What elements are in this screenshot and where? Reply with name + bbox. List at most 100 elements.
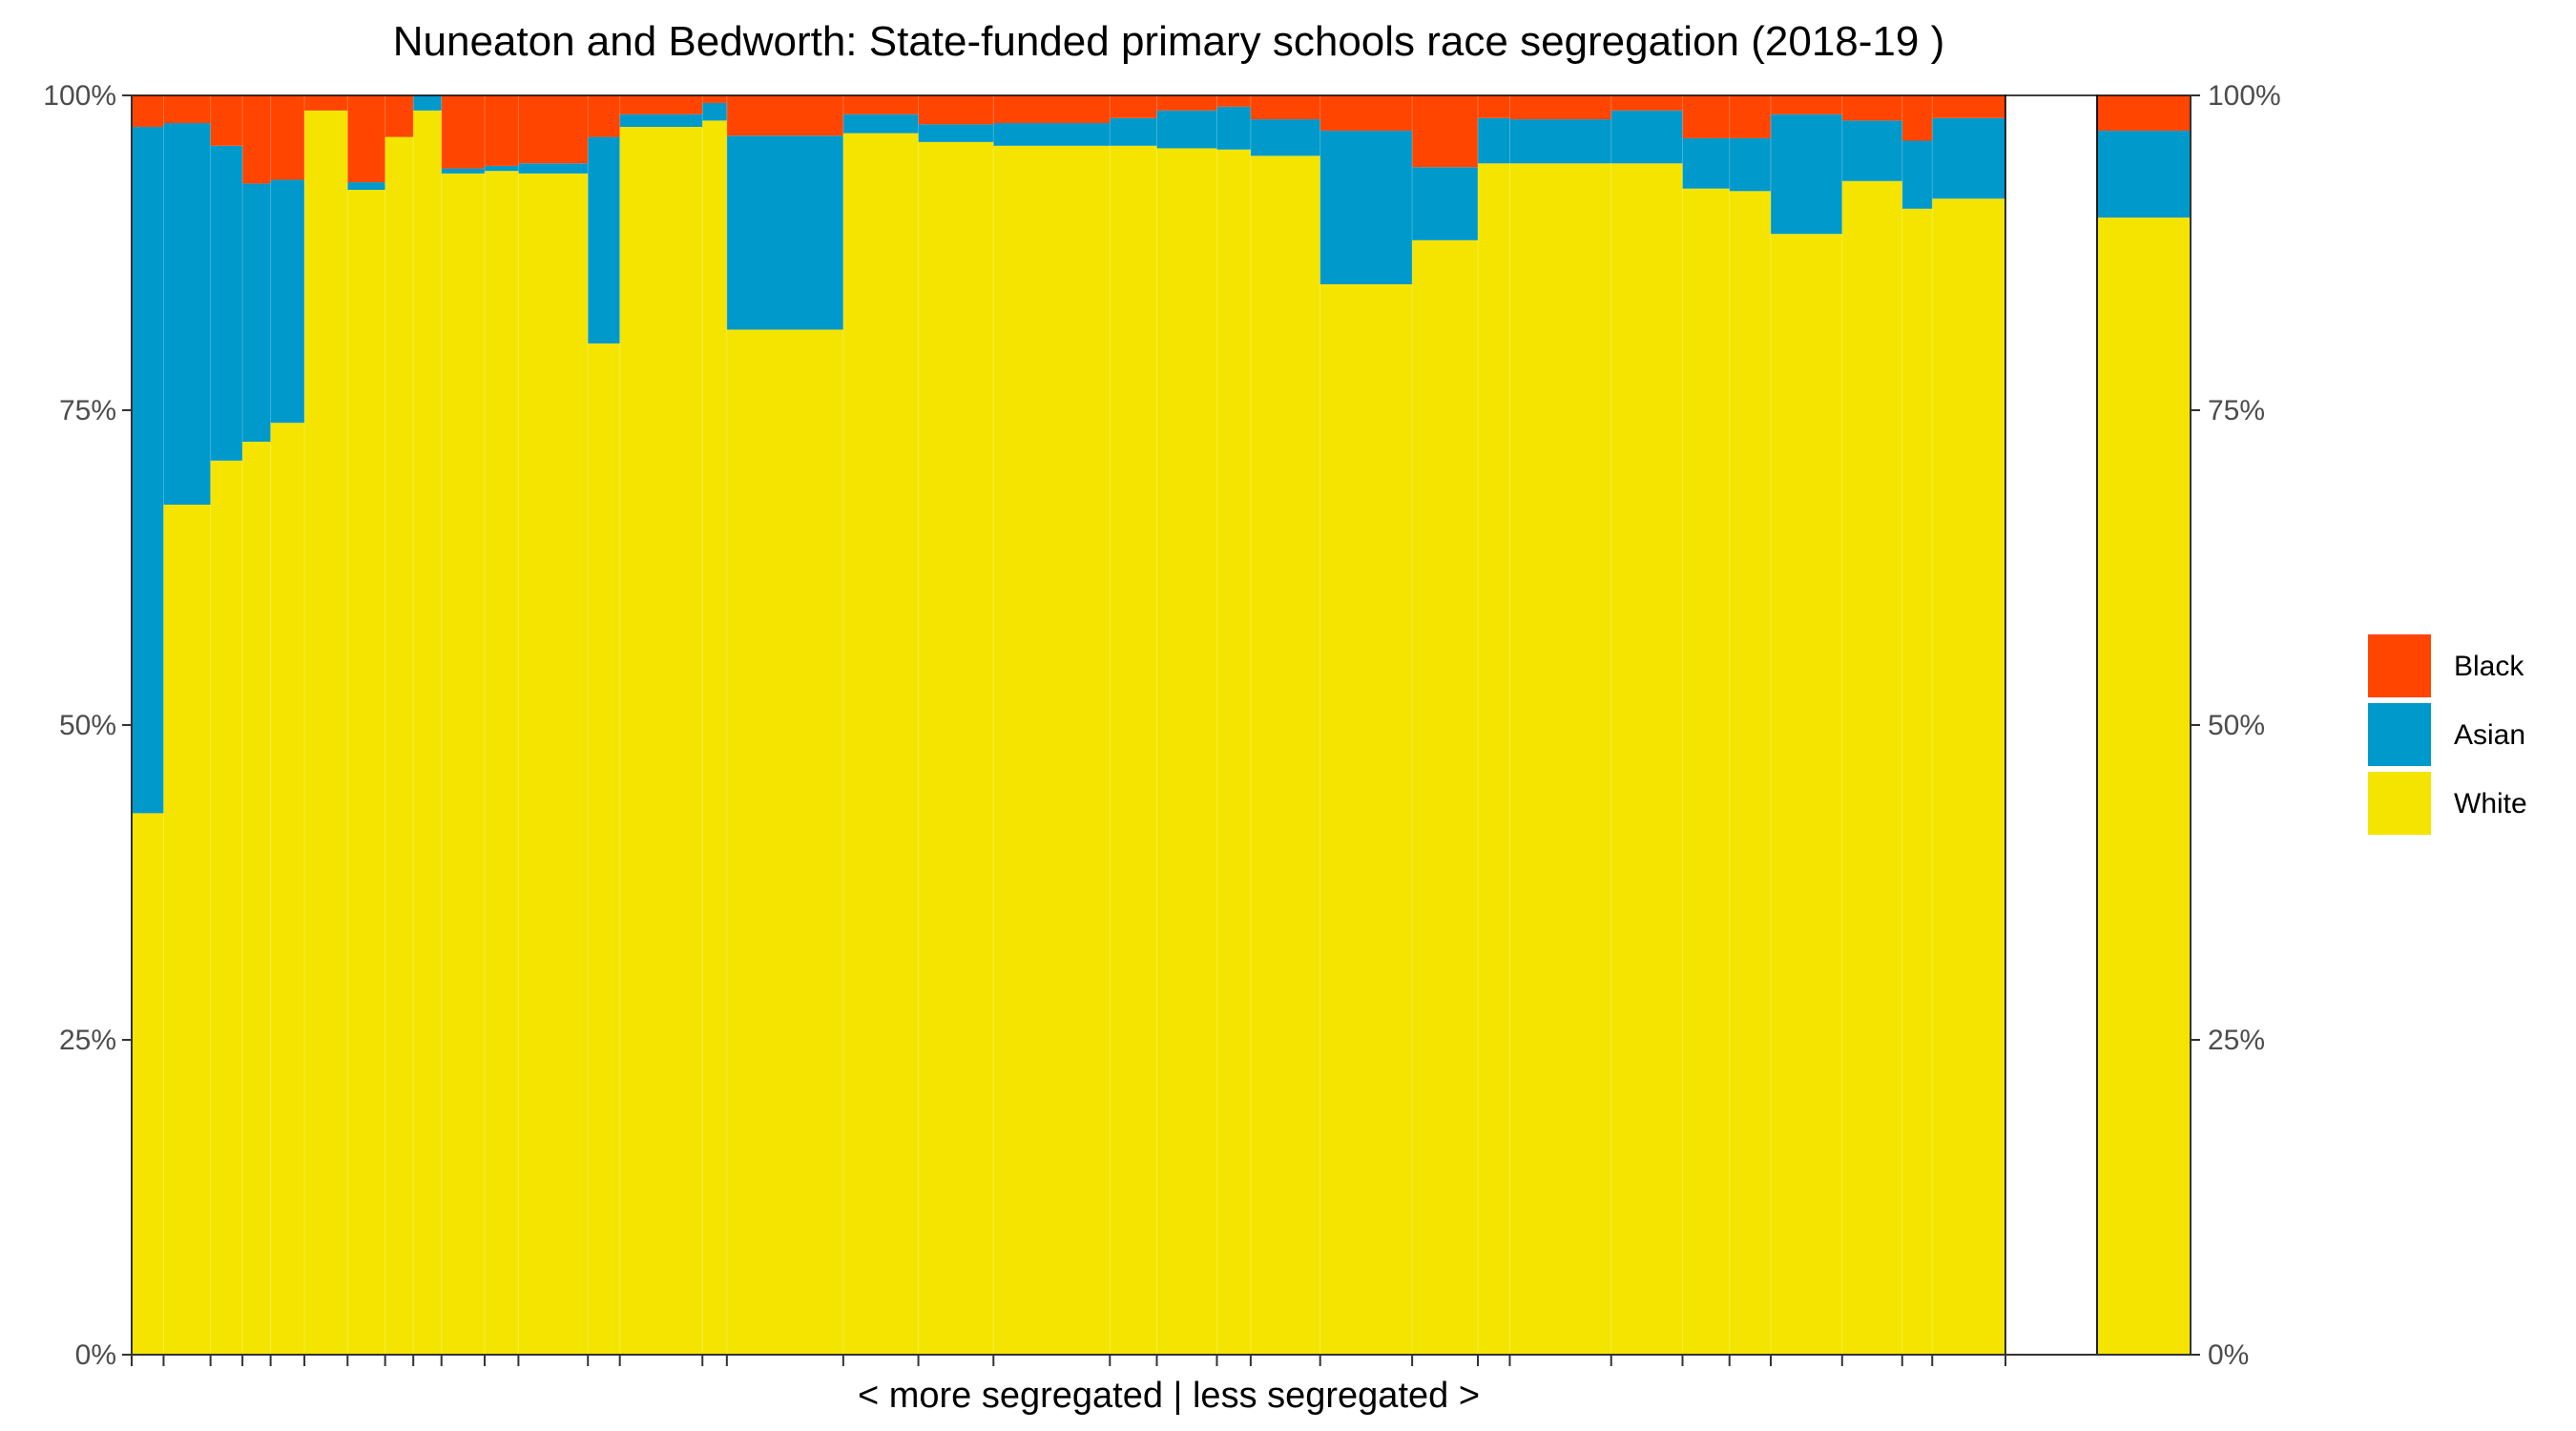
- y-tick-label-left: 100%: [43, 80, 116, 112]
- bar-school-23-asian: [1250, 119, 1321, 156]
- legend-key-black: [2368, 634, 2431, 697]
- bar-school-26-black: [1478, 95, 1511, 118]
- bar-school-18-white: [918, 141, 994, 1356]
- y-tick-label-left: 50%: [59, 710, 116, 741]
- y-tick-label-left: 75%: [59, 395, 116, 426]
- bar-school-20-black: [1110, 95, 1158, 118]
- bar-school-28-black: [1610, 95, 1684, 111]
- bar-school-32-asian: [1841, 120, 1903, 181]
- bars-layer: [132, 95, 2191, 1356]
- bar-school-33-white: [1901, 208, 1933, 1355]
- bar-school-21-white: [1156, 148, 1218, 1356]
- bar-school-4-black: [242, 95, 272, 184]
- bar-school-33-asian: [1901, 140, 1933, 209]
- bar-school-28-asian: [1610, 110, 1684, 164]
- bar-school-4-white: [242, 442, 272, 1355]
- bar-school-10-white: [441, 173, 486, 1356]
- bar-school-11-white: [484, 171, 519, 1356]
- bar-school-10-asian: [441, 168, 486, 174]
- legend-key-asian: [2368, 703, 2431, 766]
- y-tick-label-right: 100%: [2208, 80, 2281, 112]
- bar-school-23-white: [1250, 156, 1321, 1356]
- legend-label-white: White: [2454, 788, 2527, 819]
- bar-school-5-asian: [270, 179, 305, 424]
- y-tick-label-right: 25%: [2208, 1025, 2265, 1056]
- bar-school-16-black: [726, 95, 844, 136]
- bar-school-23-black: [1250, 95, 1321, 120]
- bar-school-19-black: [993, 95, 1111, 124]
- bar-school-16-white: [726, 329, 844, 1355]
- bar-school-8-black: [384, 95, 414, 137]
- bar-school-10-black: [441, 95, 486, 169]
- y-tick-label-right: 0%: [2208, 1339, 2249, 1371]
- bar-school-15-asian: [702, 102, 728, 121]
- bar-school-26-asian: [1478, 117, 1511, 164]
- bar-school-31-asian: [1771, 114, 1843, 235]
- bar-school-18-black: [918, 95, 994, 125]
- bar-school-22-white: [1216, 149, 1252, 1355]
- bar-school-22-asian: [1216, 106, 1252, 150]
- bar-school-18-asian: [918, 124, 994, 142]
- legend-label-asian: Asian: [2454, 719, 2525, 751]
- bar-school-14-asian: [619, 114, 703, 127]
- bar-school-6-white: [304, 110, 348, 1356]
- bar-average-white: [2097, 218, 2191, 1355]
- chart-title: Nuneaton and Bedworth: State-funded prim…: [393, 18, 1945, 65]
- bar-school-2-white: [163, 505, 212, 1355]
- bar-school-22-black: [1216, 95, 1252, 107]
- bar-school-34-black: [1932, 95, 2006, 118]
- bar-school-12-asian: [518, 163, 589, 174]
- x-axis-label: < more segregated | less segregated >: [858, 1376, 1480, 1416]
- bar-school-15-white: [702, 120, 728, 1355]
- bar-average-black: [2097, 95, 2191, 131]
- bar-school-4-asian: [242, 183, 272, 442]
- bar-school-31-white: [1771, 234, 1843, 1356]
- bar-school-5-black: [270, 95, 305, 180]
- bar-school-3-white: [210, 460, 243, 1355]
- bar-school-6-black: [304, 95, 348, 111]
- bar-school-26-white: [1478, 163, 1511, 1355]
- bar-school-25-asian: [1412, 167, 1479, 240]
- bar-school-13-asian: [588, 136, 621, 344]
- bar-school-17-white: [842, 133, 920, 1356]
- bar-school-1-asian: [132, 127, 165, 814]
- separator-panel: [2005, 94, 2098, 1356]
- bar-school-32-black: [1841, 95, 1903, 121]
- legend-key-white: [2368, 772, 2431, 835]
- bar-school-9-asian: [413, 95, 443, 111]
- bar-school-16-asian: [726, 135, 844, 330]
- bar-school-14-white: [619, 127, 703, 1355]
- y-tick-label-right: 50%: [2208, 710, 2265, 741]
- bar-school-28-white: [1610, 163, 1684, 1355]
- bar-school-27-white: [1509, 163, 1612, 1355]
- bar-school-2-black: [163, 95, 212, 124]
- bar-school-25-white: [1412, 239, 1479, 1355]
- bar-school-30-asian: [1729, 137, 1772, 192]
- bar-school-3-black: [210, 95, 243, 146]
- y-tick-label-left: 25%: [59, 1025, 116, 1056]
- bar-school-34-asian: [1932, 117, 2006, 199]
- bar-school-24-asian: [1319, 130, 1413, 284]
- bar-school-19-asian: [993, 123, 1111, 146]
- y-tick-label-right: 75%: [2208, 395, 2265, 426]
- legend-label-black: Black: [2454, 651, 2524, 682]
- bar-school-32-white: [1841, 180, 1903, 1355]
- bar-school-30-white: [1729, 191, 1772, 1355]
- bar-school-24-white: [1319, 284, 1413, 1355]
- bar-school-9-white: [413, 110, 443, 1356]
- bar-school-1-white: [132, 813, 165, 1355]
- bar-school-13-black: [588, 95, 621, 137]
- bar-school-12-black: [518, 95, 589, 164]
- bar-school-34-white: [1932, 198, 2006, 1356]
- legend: Black Asian White: [2368, 634, 2527, 835]
- axes: 0% 0% 25% 25% 50% 50% 75% 75% 100% 100%: [43, 80, 2280, 1371]
- bar-school-17-black: [842, 95, 920, 114]
- bar-school-17-asian: [842, 114, 920, 134]
- bar-school-8-white: [384, 136, 414, 1355]
- bar-school-20-asian: [1110, 117, 1158, 146]
- bar-school-27-black: [1509, 95, 1612, 120]
- bar-school-20-white: [1110, 145, 1158, 1355]
- bar-school-27-asian: [1509, 119, 1612, 164]
- bar-school-5-white: [270, 423, 305, 1355]
